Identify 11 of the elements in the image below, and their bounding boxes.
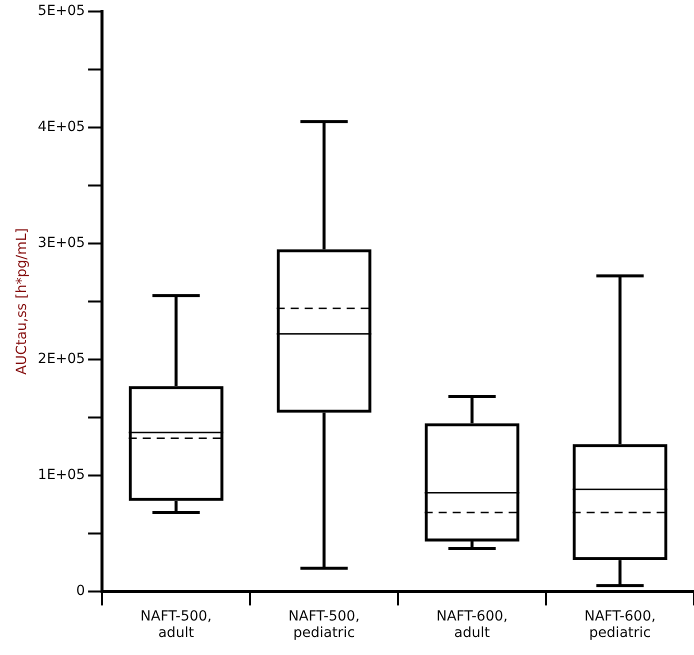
- x-tick-label: NAFT-500, adult: [140, 608, 212, 642]
- y-tick-label: 4E+05: [38, 119, 86, 136]
- x-tick-label: NAFT-600, pediatric: [584, 608, 656, 642]
- y-tick-label: 2E+05: [38, 351, 86, 368]
- x-tick-label: NAFT-600, adult: [436, 608, 508, 642]
- y-axis-title: AUCtau,ss [h*pg/mL]: [14, 228, 30, 375]
- y-tick-label: 3E+05: [38, 235, 86, 252]
- y-tick-label: 5E+05: [38, 3, 86, 20]
- y-tick-label: 0: [76, 583, 86, 600]
- y-tick-label: 1E+05: [38, 467, 86, 484]
- x-tick-label: NAFT-500, pediatric: [288, 608, 360, 642]
